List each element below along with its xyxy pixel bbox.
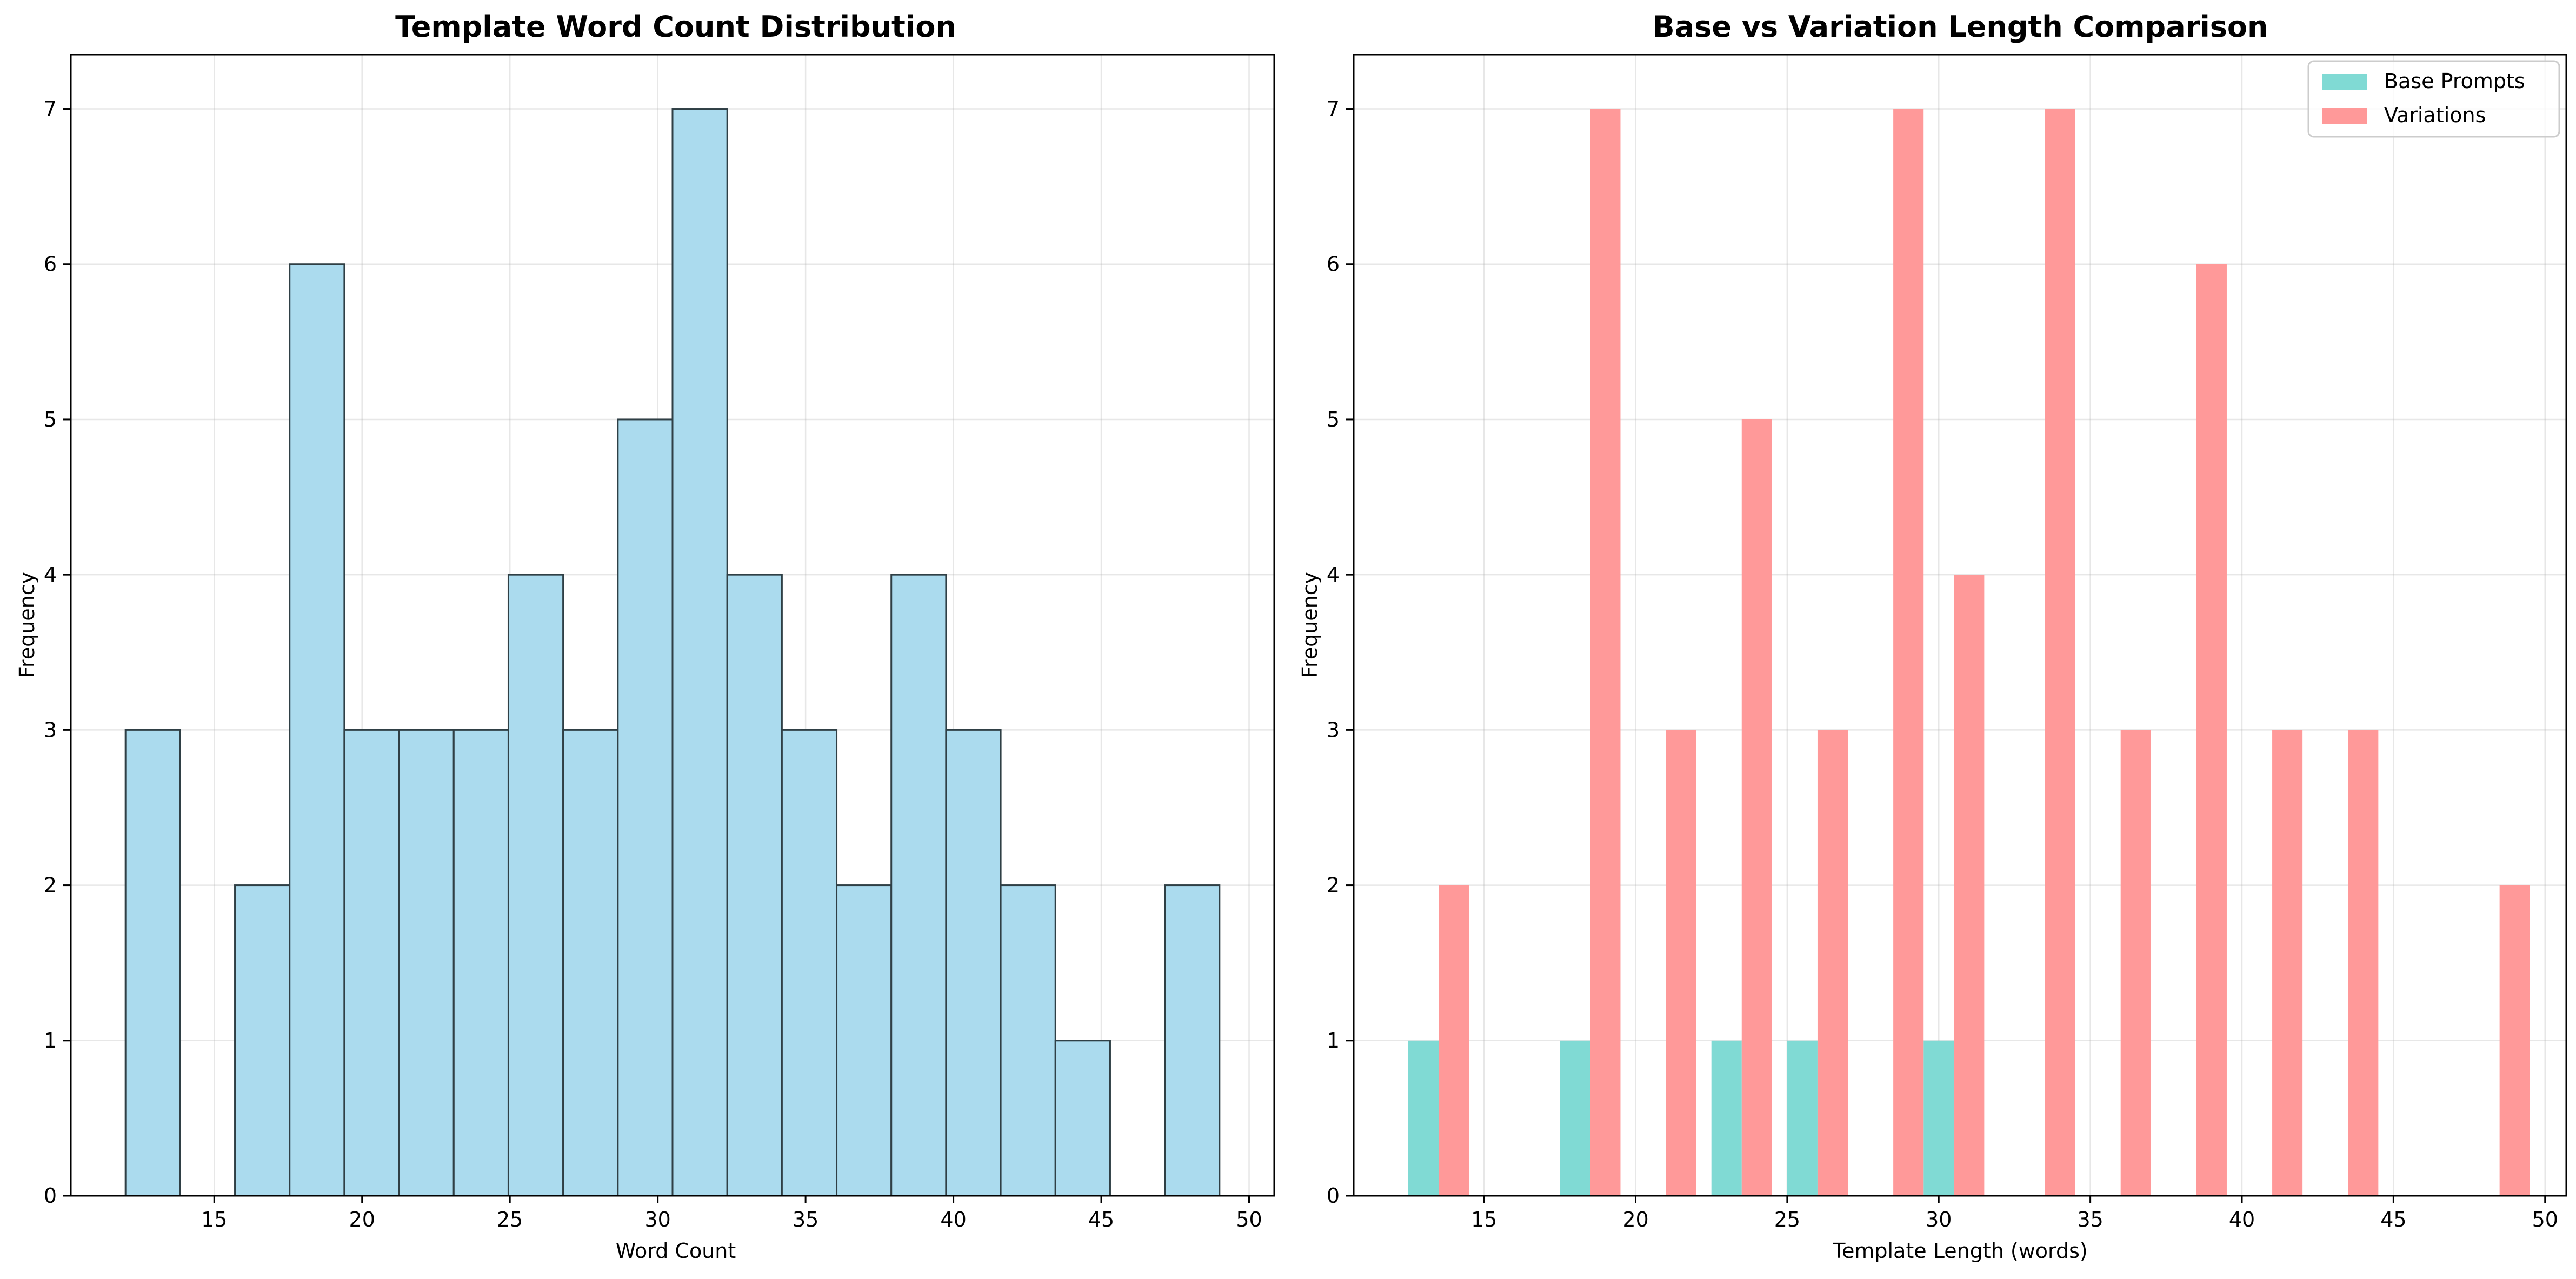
bar-variations	[1741, 419, 1772, 1196]
x-tick-label: 45	[1088, 1208, 1114, 1231]
y-tick-label: 6	[44, 252, 57, 276]
histogram-bar	[452, 729, 509, 1197]
x-tick-label: 40	[940, 1208, 966, 1231]
x-tick-label: 15	[201, 1208, 227, 1231]
x-axis-label: Template Length (words)	[1832, 1239, 2087, 1263]
x-tick-label: 50	[2532, 1208, 2558, 1231]
histogram-bar	[562, 729, 619, 1197]
comparison-bars	[1408, 109, 2530, 1196]
bar-variations	[1666, 730, 1696, 1196]
word-count-histogram-panel: Template Word Count Distribution 15 20 25 3…	[15, 10, 1275, 1263]
histogram-bar	[234, 884, 291, 1197]
x-tick-label: 40	[2229, 1208, 2255, 1231]
x-axis-ticks: 15 20 25 30 35 40 45 50	[201, 1196, 1262, 1231]
y-tick-label: 1	[44, 1029, 57, 1052]
histogram-bar	[890, 574, 947, 1197]
y-axis-ticks: 0 1 2 3 4 5 6 7	[44, 97, 71, 1208]
histogram-bar	[781, 729, 838, 1197]
x-tick-label: 45	[2380, 1208, 2406, 1231]
bar-variations	[2120, 730, 2151, 1196]
bar-variations	[1954, 575, 1985, 1196]
y-tick-label: 0	[44, 1184, 57, 1208]
bar-base-prompts	[1923, 1040, 1954, 1196]
y-tick-label: 7	[44, 97, 57, 121]
axes-frame	[70, 54, 1275, 1197]
histogram-bar	[1164, 884, 1221, 1197]
x-axis-ticks: 15 20 25 30 35 40 45 50	[1471, 1196, 2558, 1231]
bar-base-prompts	[1408, 1040, 1439, 1196]
y-tick-label: 2	[44, 874, 57, 897]
bar-variations	[2196, 264, 2227, 1196]
x-tick-label: 50	[1236, 1208, 1262, 1231]
bar-variations	[2045, 109, 2075, 1196]
bar-variations	[1893, 109, 1924, 1196]
histogram-bar	[343, 729, 400, 1197]
length-comparison-panel: Base vs Variation Length Comparison 15 20…	[1298, 10, 2567, 1263]
bar-base-prompts	[1560, 1040, 1590, 1196]
x-tick-label: 25	[1774, 1208, 1800, 1231]
histogram-bar	[124, 729, 181, 1197]
x-tick-label: 30	[644, 1208, 670, 1231]
y-axis-ticks: 0 1 2 3 4 5 6 7	[1327, 97, 1354, 1208]
bar-variations	[1439, 885, 1469, 1196]
bar-variations	[2272, 730, 2303, 1196]
histogram-bar	[507, 574, 564, 1197]
y-tick-label: 5	[44, 408, 57, 431]
x-tick-label: 15	[1471, 1208, 1497, 1231]
y-tick-label: 4	[1327, 563, 1340, 587]
histogram-bar	[726, 574, 783, 1197]
bar-variations	[1817, 730, 1848, 1196]
y-tick-label: 6	[1327, 252, 1340, 276]
y-axis-label: Frequency	[1298, 572, 1322, 678]
x-tick-label: 35	[793, 1208, 818, 1231]
x-axis-label: Word Count	[616, 1239, 736, 1263]
x-tick-label: 20	[349, 1208, 375, 1231]
bar-variations	[2499, 885, 2530, 1196]
histogram-bar	[617, 418, 674, 1197]
axes-frame	[1353, 54, 2567, 1197]
x-tick-label: 20	[1622, 1208, 1648, 1231]
legend-label-variations: Variations	[2384, 103, 2486, 127]
bar-variations	[1590, 109, 1621, 1196]
histogram-bar	[1054, 1040, 1111, 1197]
legend-box	[2307, 60, 2560, 138]
y-tick-label: 4	[44, 563, 57, 587]
chart-title: Base vs Variation Length Comparison	[1653, 10, 2268, 44]
bar-base-prompts	[1711, 1040, 1742, 1196]
histogram-bar	[1000, 884, 1056, 1197]
legend-label-base-prompts: Base Prompts	[2384, 69, 2525, 93]
y-tick-label: 3	[44, 718, 57, 742]
y-tick-label: 3	[1327, 718, 1340, 742]
legend: Base Prompts Variations	[2307, 60, 2560, 138]
y-tick-label: 7	[1327, 97, 1340, 121]
x-tick-label: 35	[2077, 1208, 2103, 1231]
y-tick-label: 2	[1327, 874, 1340, 897]
y-tick-label: 1	[1327, 1029, 1340, 1052]
histogram-bar	[945, 729, 1002, 1197]
y-tick-label: 5	[1327, 408, 1340, 431]
histogram-bar	[836, 884, 893, 1197]
histogram-bar	[289, 263, 345, 1197]
y-axis-label: Frequency	[15, 572, 39, 678]
bar-base-prompts	[1787, 1040, 1818, 1196]
y-tick-label: 0	[1327, 1184, 1340, 1208]
histogram-bar	[671, 108, 728, 1197]
legend-swatch-variations	[2322, 108, 2367, 124]
histogram-bar	[398, 729, 455, 1197]
x-tick-label: 30	[1926, 1208, 1952, 1231]
x-tick-label: 25	[497, 1208, 523, 1231]
histogram-bars	[124, 108, 1221, 1197]
bar-variations	[2348, 730, 2379, 1196]
legend-swatch-base-prompts	[2322, 74, 2367, 90]
chart-title: Template Word Count Distribution	[395, 10, 956, 44]
